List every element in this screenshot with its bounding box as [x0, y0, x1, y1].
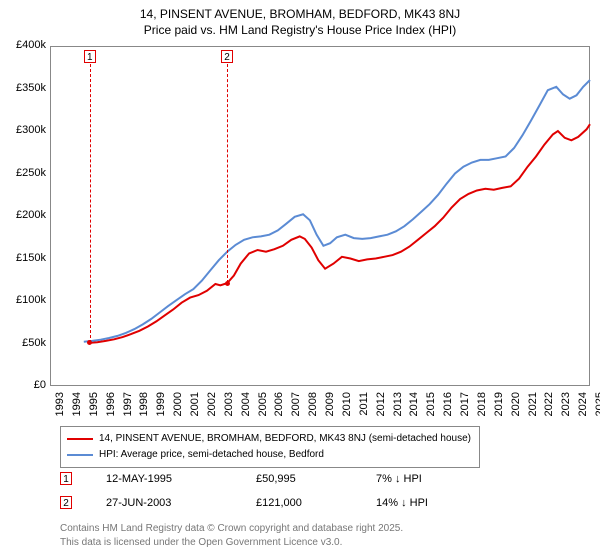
series-price_paid	[91, 124, 591, 343]
series-hpi	[84, 80, 590, 342]
sale-marker-dot	[225, 281, 230, 286]
sale-marker-badge: 2	[221, 50, 233, 63]
sale-marker-line	[90, 64, 91, 343]
sale-marker-badge: 1	[84, 50, 96, 63]
chart-container: 14, PINSENT AVENUE, BROMHAM, BEDFORD, MK…	[0, 0, 600, 560]
sale-marker-line	[227, 64, 228, 283]
